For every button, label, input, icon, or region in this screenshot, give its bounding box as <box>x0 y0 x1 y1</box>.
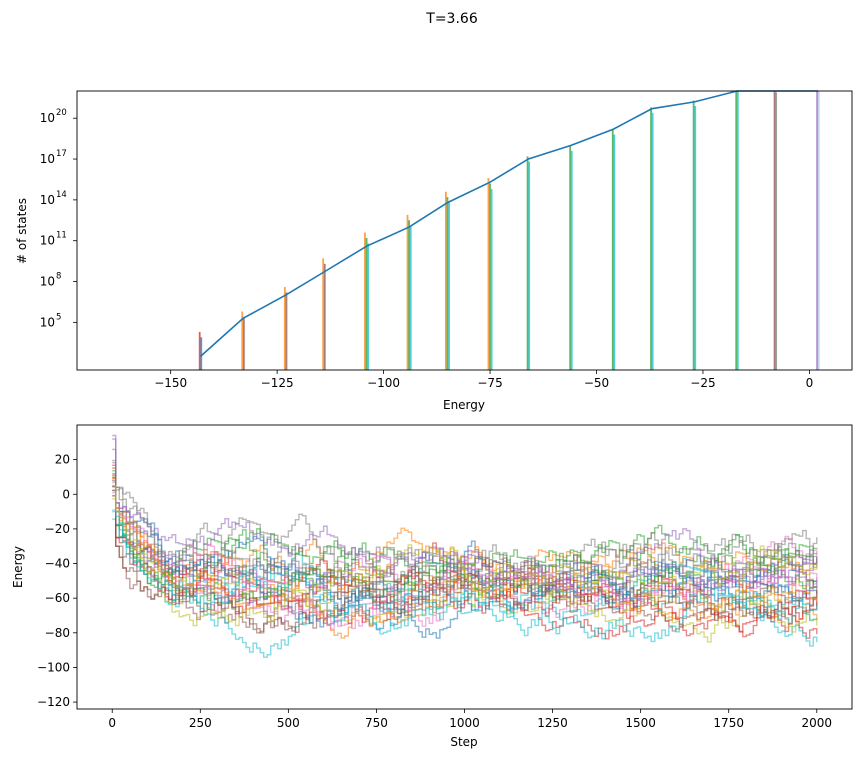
x-tick-label: −50 <box>584 376 609 390</box>
y-tick-exponent: 11 <box>56 231 67 241</box>
walk-plot: 0 250 500 750 1000 1250 1500 1750 2000 20 0 −20 −40… <box>11 424 853 749</box>
y-tick-exponent: 17 <box>56 149 67 159</box>
dos-x-ticks: −150 −125 −100 −75 −50 −25 0 <box>154 370 813 390</box>
x-tick-label: 750 <box>365 716 388 730</box>
energy-trace <box>112 509 818 643</box>
dos-line <box>199 90 818 357</box>
x-tick-label: −150 <box>154 376 187 390</box>
y-tick-label: 0 <box>62 487 70 501</box>
y-tick-label: −120 <box>37 695 70 709</box>
x-tick-label: 1500 <box>625 716 656 730</box>
dos-plot-area <box>77 91 852 370</box>
dos-y-axis-label: # of states <box>15 198 29 264</box>
x-tick-label: 250 <box>189 716 212 730</box>
x-tick-label: 500 <box>277 716 300 730</box>
x-tick-label: 0 <box>806 376 814 390</box>
x-tick-label: −25 <box>690 376 715 390</box>
y-tick-label: −100 <box>37 660 70 674</box>
x-tick-label: 1000 <box>449 716 480 730</box>
walk-y-axis-label: Energy <box>11 546 25 588</box>
y-tick-exponent: 20 <box>56 108 67 118</box>
x-tick-label: −100 <box>367 376 400 390</box>
x-tick-label: 2000 <box>801 716 832 730</box>
y-tick-label: 10 <box>40 111 55 125</box>
walk-y-ticks: 20 0 −20 −40 −60 −80 −100 −120 <box>37 453 77 709</box>
y-tick-label: −60 <box>45 591 70 605</box>
x-tick-label: 1250 <box>537 716 568 730</box>
walk-x-ticks: 0 250 500 750 1000 1250 1500 1750 2000 <box>108 709 832 730</box>
y-tick-exponent: 8 <box>56 272 61 282</box>
y-tick-label: 10 <box>40 152 55 166</box>
dos-x-axis-label: Energy <box>443 398 485 412</box>
x-tick-label: −125 <box>261 376 294 390</box>
y-tick-label: 10 <box>40 315 55 329</box>
y-tick-label: 10 <box>40 193 55 207</box>
dos-plot-frame <box>76 90 853 371</box>
y-tick-label: −40 <box>45 557 70 571</box>
energy-trace <box>112 484 818 627</box>
x-tick-label: 1750 <box>713 716 744 730</box>
energy-trace <box>112 476 818 611</box>
x-tick-label: 0 <box>108 716 116 730</box>
y-tick-label: −80 <box>45 626 70 640</box>
y-tick-label: 20 <box>55 453 70 467</box>
figure-title: T=3.66 <box>425 11 478 27</box>
histogram-bars <box>198 91 820 370</box>
y-tick-label: −20 <box>45 522 70 536</box>
energy-trace <box>112 448 818 591</box>
y-tick-exponent: 5 <box>56 312 61 322</box>
energy-trace <box>112 492 818 630</box>
y-tick-label: 10 <box>40 234 55 248</box>
walk-traces <box>112 434 818 658</box>
y-tick-exponent: 14 <box>56 190 67 200</box>
x-tick-label: −75 <box>477 376 502 390</box>
y-tick-label: 10 <box>40 275 55 289</box>
walk-x-axis-label: Step <box>450 735 477 749</box>
